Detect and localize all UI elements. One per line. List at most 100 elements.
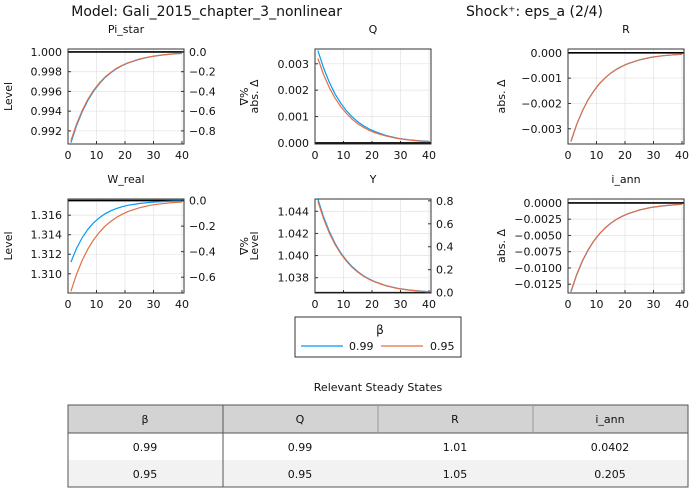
y-tick-label: −0.0100 (514, 262, 562, 275)
x-tick-label: 40 (675, 298, 689, 311)
table-title: Relevant Steady States (314, 381, 443, 394)
y-axis-label: abs. Δ (495, 229, 508, 263)
y-tick-label: 0.000 (278, 137, 310, 150)
x-tick-label: 30 (647, 149, 661, 162)
y2-axis-label: %Δ (237, 88, 250, 106)
y-tick-label: 1.316 (31, 209, 63, 222)
y2-tick-label: −0.6 (189, 105, 216, 118)
y-axis-label: Level (2, 82, 15, 111)
y-tick-label: 0.996 (31, 85, 63, 98)
x-tick-label: 0 (312, 149, 319, 162)
table-cell: 0.95 (133, 468, 158, 481)
y-axis-label: Level (2, 231, 15, 260)
series-line-0.95 (317, 201, 430, 293)
y-tick-label: 1.312 (31, 248, 63, 261)
y2-axis-label: %Δ (237, 237, 250, 255)
y-tick-label: 0.002 (278, 84, 310, 97)
table-cell: 0.99 (288, 441, 313, 454)
y-tick-label: 1.044 (278, 205, 310, 218)
y2-tick-label: 0.8 (436, 195, 454, 208)
x-tick-label: 20 (118, 298, 132, 311)
series-line-0.99 (70, 52, 183, 143)
y-tick-label: 0.000 (531, 47, 563, 60)
x-tick-label: 30 (647, 298, 661, 311)
subplot-title: Q (369, 23, 378, 36)
figure-title-shock: Shock⁺: eps_a (2/4) (466, 4, 603, 20)
y2-tick-label: −0.2 (189, 66, 216, 79)
series-line-0.95 (317, 58, 430, 143)
subplot-pi-star: Pi_star 0 10 20 30 40 0.992 0.994 0.996 0.998 1.00… (2, 23, 250, 162)
y2-tick-label: 0.0 (189, 46, 207, 59)
legend-box (294, 316, 462, 358)
y-tick-label: 0.001 (278, 111, 310, 124)
y-tick-label: −0.0125 (514, 278, 562, 291)
x-tick-label: 10 (337, 298, 351, 311)
legend-label-0.95: 0.95 (430, 340, 455, 353)
table-cell: 0.0402 (591, 441, 630, 454)
x-tick-label: 20 (118, 149, 132, 162)
y-tick-label: 1.042 (278, 227, 310, 240)
series-line-0.95 (570, 53, 683, 142)
x-tick-label: 10 (590, 149, 604, 162)
subplot-w-real: W_real 0 10 20 30 40 1.310 1.312 1.314 1.316 Level… (2, 173, 250, 311)
figure-title-model: Model: Gali_2015_chapter_3_nonlinear (71, 4, 342, 20)
y2-tick-label: 0.6 (436, 218, 454, 231)
legend-title: β (376, 323, 384, 337)
y2-tick-label: 0.0 (189, 195, 207, 208)
series-line-0.99 (570, 203, 683, 293)
x-tick-label: 30 (147, 149, 161, 162)
x-tick-label: 30 (147, 298, 161, 311)
x-tick-label: 10 (90, 149, 104, 162)
y-axis-label: abs. Δ (495, 79, 508, 113)
subplot-title: Pi_star (108, 23, 145, 36)
x-tick-label: 30 (394, 149, 408, 162)
series-line-0.99 (317, 50, 430, 142)
subplot-r: R 0 10 20 30 40 −0.003 −0.002 −0.001 0.000 abs. Δ (495, 23, 689, 162)
subplot-title: W_real (107, 173, 144, 186)
table-cell: 1.05 (443, 468, 468, 481)
y2-tick-label: −0.8 (189, 125, 216, 138)
x-tick-label: 0 (565, 298, 572, 311)
x-tick-label: 30 (394, 298, 408, 311)
y-tick-label: 1.314 (31, 229, 63, 242)
table-cell: 0.99 (133, 441, 158, 454)
table-row-2 (68, 460, 688, 487)
y-tick-label: −0.0075 (514, 246, 562, 259)
table-header-q: Q (296, 413, 305, 426)
x-tick-label: 40 (175, 298, 189, 311)
subplot-i-ann: i_ann 0 10 20 30 40 −0.0125 −0.0100 −0.0075 −0.00… (495, 173, 689, 311)
series-line-0.95 (570, 203, 683, 292)
x-tick-label: 10 (90, 298, 104, 311)
subplot-title: Y (369, 173, 377, 186)
y-tick-label: 0.003 (278, 58, 310, 71)
plot-frame (567, 48, 685, 145)
x-tick-label: 0 (65, 149, 72, 162)
table-cell: 1.01 (443, 441, 468, 454)
y2-tick-label: −0.2 (189, 220, 216, 233)
x-tick-label: 0 (65, 298, 72, 311)
table-header-i-ann: i_ann (595, 413, 624, 426)
x-tick-label: 10 (337, 149, 351, 162)
y-axis-label: Level (248, 231, 261, 260)
y-tick-label: −0.0025 (514, 213, 562, 226)
plot-frame (67, 198, 185, 294)
table-header-beta: β (141, 413, 148, 426)
x-tick-label: 0 (565, 149, 572, 162)
y2-tick-label: 0.2 (436, 264, 454, 277)
subplot-title: R (622, 23, 630, 36)
plot-frame (67, 48, 185, 145)
x-tick-label: 40 (675, 149, 689, 162)
y2-tick-label: 0.0 (436, 287, 454, 300)
series-line-0.95 (70, 201, 183, 292)
y2-tick-label: −0.4 (189, 246, 216, 259)
legend: β 0.99 0.95 (294, 316, 462, 358)
y-tick-label: 0.998 (31, 66, 63, 79)
x-tick-label: 20 (365, 149, 379, 162)
subplot-q: Q 0 10 20 30 40 0.000 0.001 0.002 0.003 abs. Δ (248, 23, 436, 162)
y-tick-label: 1.310 (31, 268, 63, 281)
plot-frame (314, 198, 432, 294)
x-tick-label: 0 (312, 298, 319, 311)
x-tick-label: 20 (618, 298, 632, 311)
table-cell: 0.95 (288, 468, 313, 481)
series-line-0.95 (70, 52, 183, 141)
